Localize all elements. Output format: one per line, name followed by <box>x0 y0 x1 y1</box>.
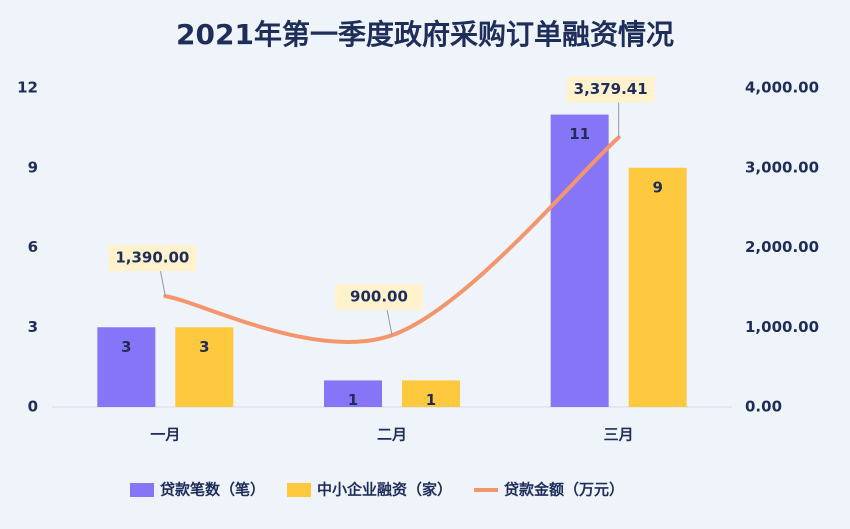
value-label: 3,379.41 <box>574 80 648 98</box>
value-label: 900.00 <box>350 288 408 306</box>
bar-label: 1 <box>348 391 358 409</box>
bar-label: 9 <box>652 178 662 196</box>
legend-label: 贷款金额（万元） <box>504 481 624 499</box>
value-label-box <box>566 76 655 103</box>
y2-tick-label: 3,000.00 <box>745 158 819 176</box>
legend-label: 中小企业融资（家） <box>317 481 452 499</box>
y-tick-label: 6 <box>28 238 38 256</box>
bar-label: 3 <box>199 338 209 356</box>
bar <box>402 380 460 407</box>
bar <box>550 114 609 407</box>
leader-line <box>159 270 166 297</box>
x-tick-label: 一月 <box>150 426 180 444</box>
bar-label: 11 <box>569 125 590 143</box>
legend-label: 贷款笔数（笔） <box>160 481 265 499</box>
bar <box>175 327 234 407</box>
bar-label: 3 <box>121 338 131 356</box>
bar <box>324 380 382 407</box>
x-tick-label: 三月 <box>604 426 634 444</box>
y2-tick-label: 1,000.00 <box>745 318 819 336</box>
y-tick-label: 9 <box>28 158 38 176</box>
y-tick-label: 0 <box>28 398 38 416</box>
y-tick-label: 12 <box>17 79 38 97</box>
legend-swatch <box>130 483 154 497</box>
value-label-box <box>108 245 197 272</box>
leader-line <box>386 309 393 336</box>
y2-tick-label: 4,000.00 <box>745 79 819 97</box>
y2-tick-label: 0.00 <box>745 398 782 416</box>
y2-tick-label: 2,000.00 <box>745 238 819 256</box>
chart-title: 2021年第一季度政府采购订单融资情况 <box>176 18 674 51</box>
value-label-box <box>335 284 423 311</box>
bar <box>97 327 156 407</box>
y-tick-label: 3 <box>28 318 38 336</box>
bar-label: 1 <box>426 391 436 409</box>
bar <box>628 167 687 407</box>
legend-swatch <box>287 483 312 497</box>
value-label: 1,390.00 <box>115 249 189 267</box>
x-tick-label: 二月 <box>377 426 407 444</box>
